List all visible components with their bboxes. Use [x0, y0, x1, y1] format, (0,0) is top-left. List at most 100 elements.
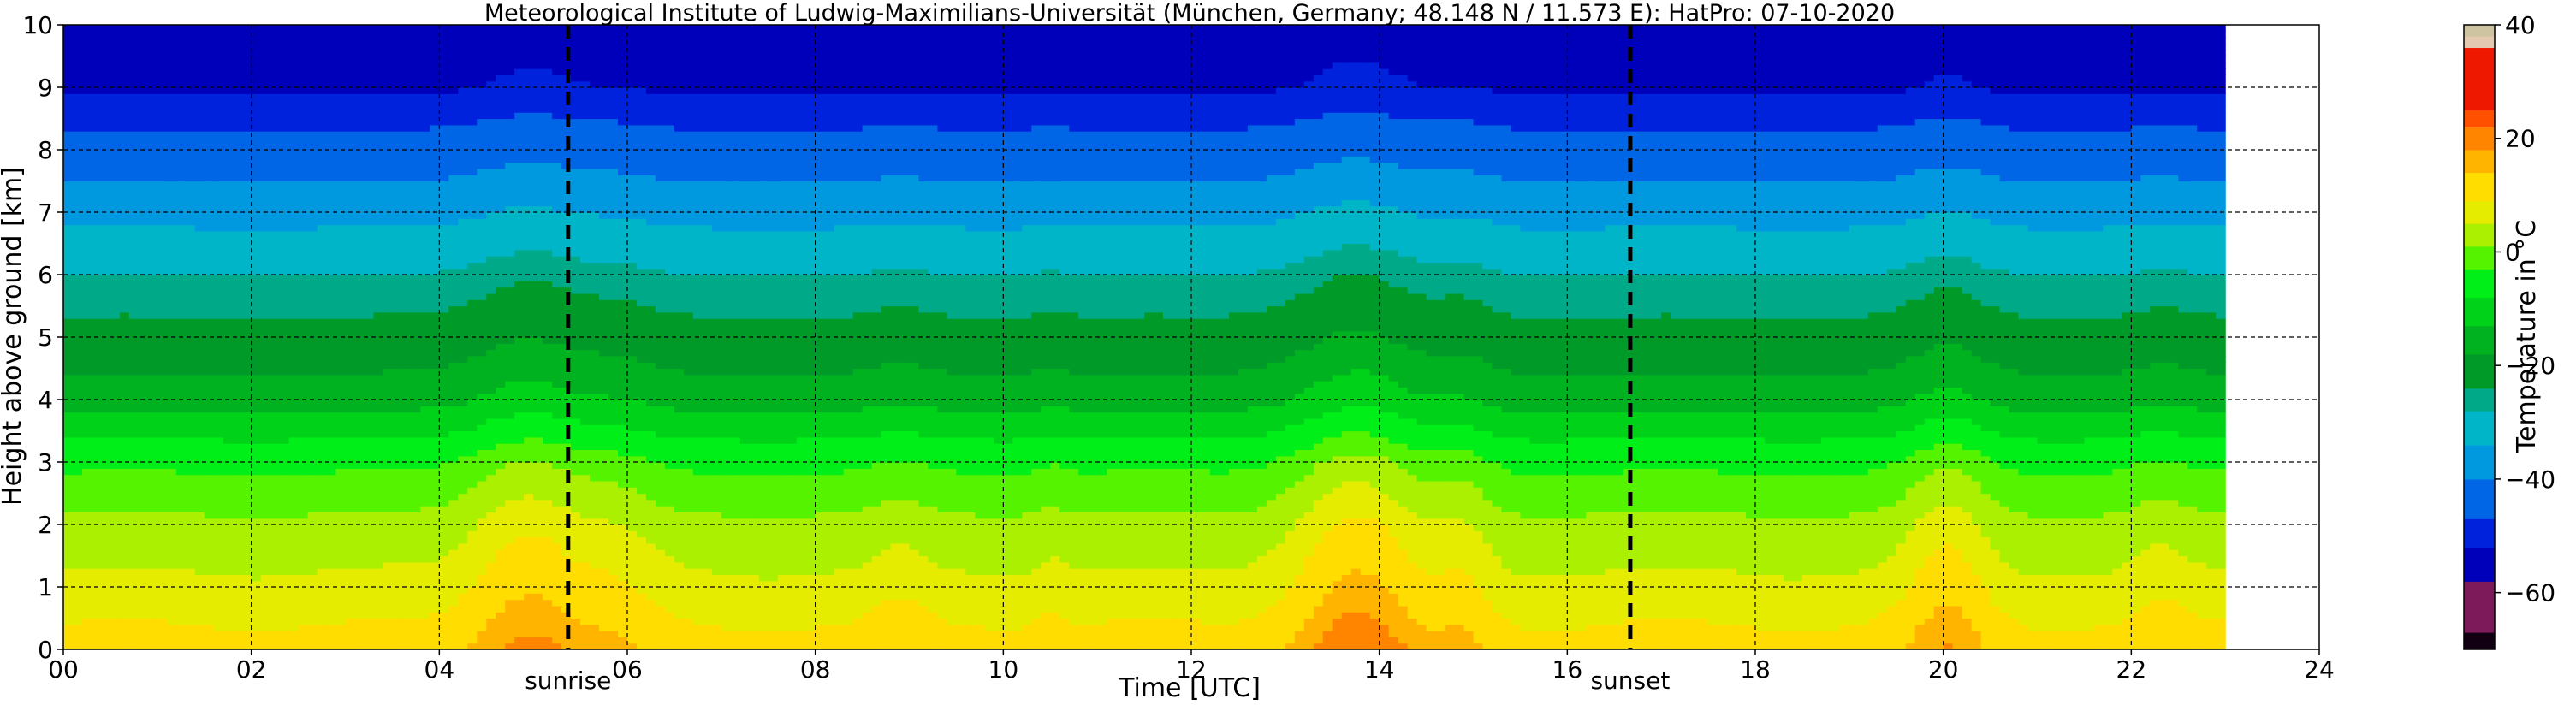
heatmap-cell	[327, 593, 337, 600]
heatmap-cell	[477, 299, 487, 306]
heatmap-cell	[411, 100, 421, 107]
heatmap-cell	[120, 250, 130, 257]
heatmap-cell	[63, 375, 74, 382]
heatmap-cell	[392, 112, 402, 119]
heatmap-cell	[392, 287, 402, 294]
heatmap-cell	[270, 412, 281, 419]
heatmap-cell	[514, 175, 525, 181]
heatmap-cell	[327, 500, 337, 507]
heatmap-cell	[186, 256, 196, 263]
heatmap-cell	[346, 537, 356, 544]
heatmap-cell	[252, 112, 262, 119]
heatmap-cell	[496, 468, 506, 475]
heatmap-cell	[223, 68, 234, 75]
heatmap-cell	[82, 543, 92, 550]
heatmap-cell	[101, 356, 111, 363]
heatmap-cell	[354, 38, 365, 44]
heatmap-cell	[354, 387, 365, 394]
heatmap-cell	[92, 418, 102, 425]
heatmap-cell	[148, 163, 158, 169]
heatmap-cell	[289, 400, 300, 406]
heatmap-cell	[373, 131, 383, 138]
heatmap-cell	[242, 468, 252, 475]
heatmap-cell	[280, 362, 290, 369]
heatmap-cell	[383, 481, 393, 488]
heatmap-cell	[186, 574, 196, 581]
heatmap-cell	[505, 225, 515, 232]
heatmap-cell	[205, 437, 215, 444]
heatmap-cell	[195, 362, 205, 369]
heatmap-cell	[524, 225, 534, 232]
heatmap-cell	[392, 299, 402, 306]
heatmap-cell	[308, 475, 318, 482]
heatmap-cell	[486, 312, 496, 319]
heatmap-cell	[157, 400, 168, 406]
heatmap-cell	[92, 38, 102, 44]
heatmap-cell	[176, 381, 187, 388]
heatmap-cell	[261, 343, 271, 350]
heatmap-cell	[242, 400, 252, 406]
heatmap-cell	[346, 369, 356, 376]
heatmap-cell	[439, 106, 449, 113]
heatmap-cell	[524, 125, 534, 132]
heatmap-cell	[148, 400, 158, 406]
heatmap-cell	[195, 218, 205, 225]
heatmap-cell	[401, 112, 412, 119]
heatmap-cell	[401, 343, 412, 350]
heatmap-cell	[373, 568, 383, 575]
heatmap-cell	[139, 31, 149, 38]
heatmap-cell	[167, 137, 177, 144]
heatmap-cell	[308, 481, 318, 488]
heatmap-cell	[280, 437, 290, 444]
heatmap-cell	[73, 468, 83, 475]
heatmap-cell	[373, 318, 383, 325]
heatmap-cell	[289, 631, 300, 637]
heatmap-cell	[401, 381, 412, 388]
heatmap-cell	[167, 318, 177, 325]
heatmap-cell	[139, 362, 149, 369]
heatmap-cell	[364, 106, 374, 113]
heatmap-cell	[308, 50, 318, 56]
heatmap-cell	[514, 556, 525, 563]
heatmap-cell	[477, 74, 487, 81]
heatmap-cell	[318, 324, 328, 331]
heatmap-cell	[186, 593, 196, 600]
heatmap-cell	[486, 293, 496, 300]
heatmap-cell	[373, 387, 383, 394]
heatmap-cell	[327, 494, 337, 501]
heatmap-cell	[195, 100, 205, 107]
heatmap-cell	[354, 100, 365, 107]
heatmap-cell	[392, 530, 402, 537]
heatmap-cell	[373, 163, 383, 169]
heatmap-cell	[120, 468, 130, 475]
heatmap-cell	[477, 412, 487, 419]
heatmap-cell	[477, 356, 487, 363]
heatmap-cell	[514, 56, 525, 63]
heatmap-cell	[439, 324, 449, 331]
heatmap-cell	[167, 612, 177, 619]
heatmap-cell	[496, 275, 506, 281]
heatmap-cell	[299, 494, 309, 501]
heatmap-cell	[383, 524, 393, 531]
heatmap-cell	[383, 606, 393, 613]
heatmap-cell	[467, 631, 478, 637]
heatmap-cell	[92, 287, 102, 294]
heatmap-cell	[411, 487, 421, 494]
heatmap-cell	[458, 262, 468, 269]
heatmap-cell	[364, 412, 374, 419]
heatmap-cell	[195, 74, 205, 81]
heatmap-cell	[92, 299, 102, 306]
heatmap-cell	[496, 487, 506, 494]
heatmap-cell	[82, 44, 92, 50]
heatmap-cell	[505, 250, 515, 257]
heatmap-cell	[261, 119, 271, 126]
heatmap-cell	[270, 487, 281, 494]
heatmap-cell	[420, 637, 430, 643]
heatmap-cell	[280, 281, 290, 287]
heatmap-cell	[139, 537, 149, 544]
heatmap-cell	[327, 293, 337, 300]
heatmap-cell	[214, 312, 224, 319]
heatmap-cell	[439, 562, 449, 569]
heatmap-cell	[223, 187, 234, 194]
heatmap-cell	[242, 356, 252, 363]
